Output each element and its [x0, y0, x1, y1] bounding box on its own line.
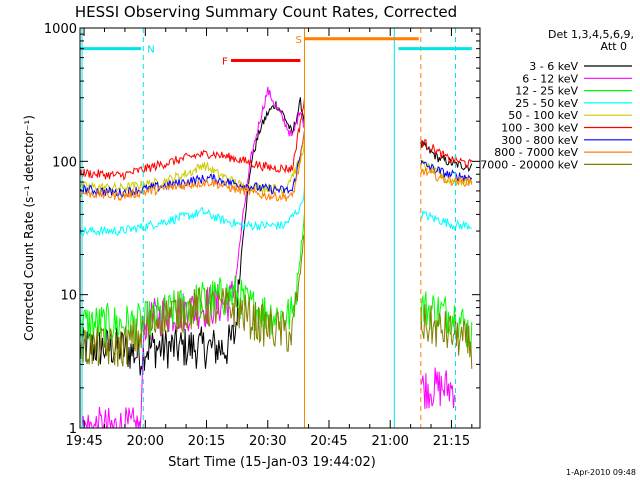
- chart-title: HESSI Observing Summary Count Rates, Cor…: [75, 3, 457, 21]
- flag-label-N: N: [147, 45, 154, 56]
- y-tick-label-1: 10: [60, 289, 77, 304]
- legend-label-6: 300 - 800 keV: [501, 134, 578, 147]
- legend-label-1: 6 - 12 keV: [522, 72, 578, 85]
- legend-title-line1: Det 1,3,4,5,6,9,: [548, 28, 634, 41]
- series-line-8: [79, 233, 473, 369]
- x-tick-label-2: 20:15: [188, 434, 225, 449]
- legend-title-line2: Att 0: [601, 40, 627, 53]
- timestamp: 1-Apr-2010 09:48: [566, 468, 636, 477]
- y-tick-label-0: 1: [69, 422, 77, 437]
- legend-label-5: 100 - 300 keV: [501, 122, 578, 135]
- x-tick-label-3: 20:30: [249, 434, 286, 449]
- x-axis-label: Start Time (15-Jan-03 19:44:02): [168, 455, 376, 470]
- y-tick-label-2: 100: [52, 155, 77, 170]
- x-tick-label-4: 20:45: [310, 434, 347, 449]
- plot-layer: N F S 1 10 100 1000 19:45 20:00 20:15 20:30 20:45 21…: [44, 22, 481, 449]
- x-tick-label-5: 21:00: [371, 434, 408, 449]
- series-line-1: [80, 86, 456, 429]
- flag-label-F: F: [222, 57, 228, 68]
- legend-label-7: 800 - 7000 keV: [494, 146, 578, 159]
- series-line-3: [79, 186, 472, 237]
- legend-label-8: 7000 - 20000 keV: [480, 158, 578, 171]
- plot-frame: [79, 27, 481, 429]
- flag-label-S: S: [295, 35, 301, 46]
- legend-label-4: 50 - 100 keV: [508, 109, 578, 122]
- legend-label-2: 12 - 25 keV: [515, 85, 578, 98]
- legend-label-3: 25 - 50 keV: [515, 97, 578, 110]
- x-tick-label-1: 20:00: [127, 434, 164, 449]
- legend-label-0: 3 - 6 keV: [529, 60, 578, 73]
- x-tick-label-6: 21:15: [433, 434, 470, 449]
- y-axis-label: Corrected Count Rate (s⁻¹ detector⁻¹): [22, 115, 36, 341]
- y-tick-label-3: 1000: [44, 22, 77, 37]
- series-line-5: [79, 97, 473, 181]
- series-line-4: [79, 139, 473, 195]
- series-line-7: [79, 131, 473, 202]
- x-tick-label-0: 19:45: [65, 434, 102, 449]
